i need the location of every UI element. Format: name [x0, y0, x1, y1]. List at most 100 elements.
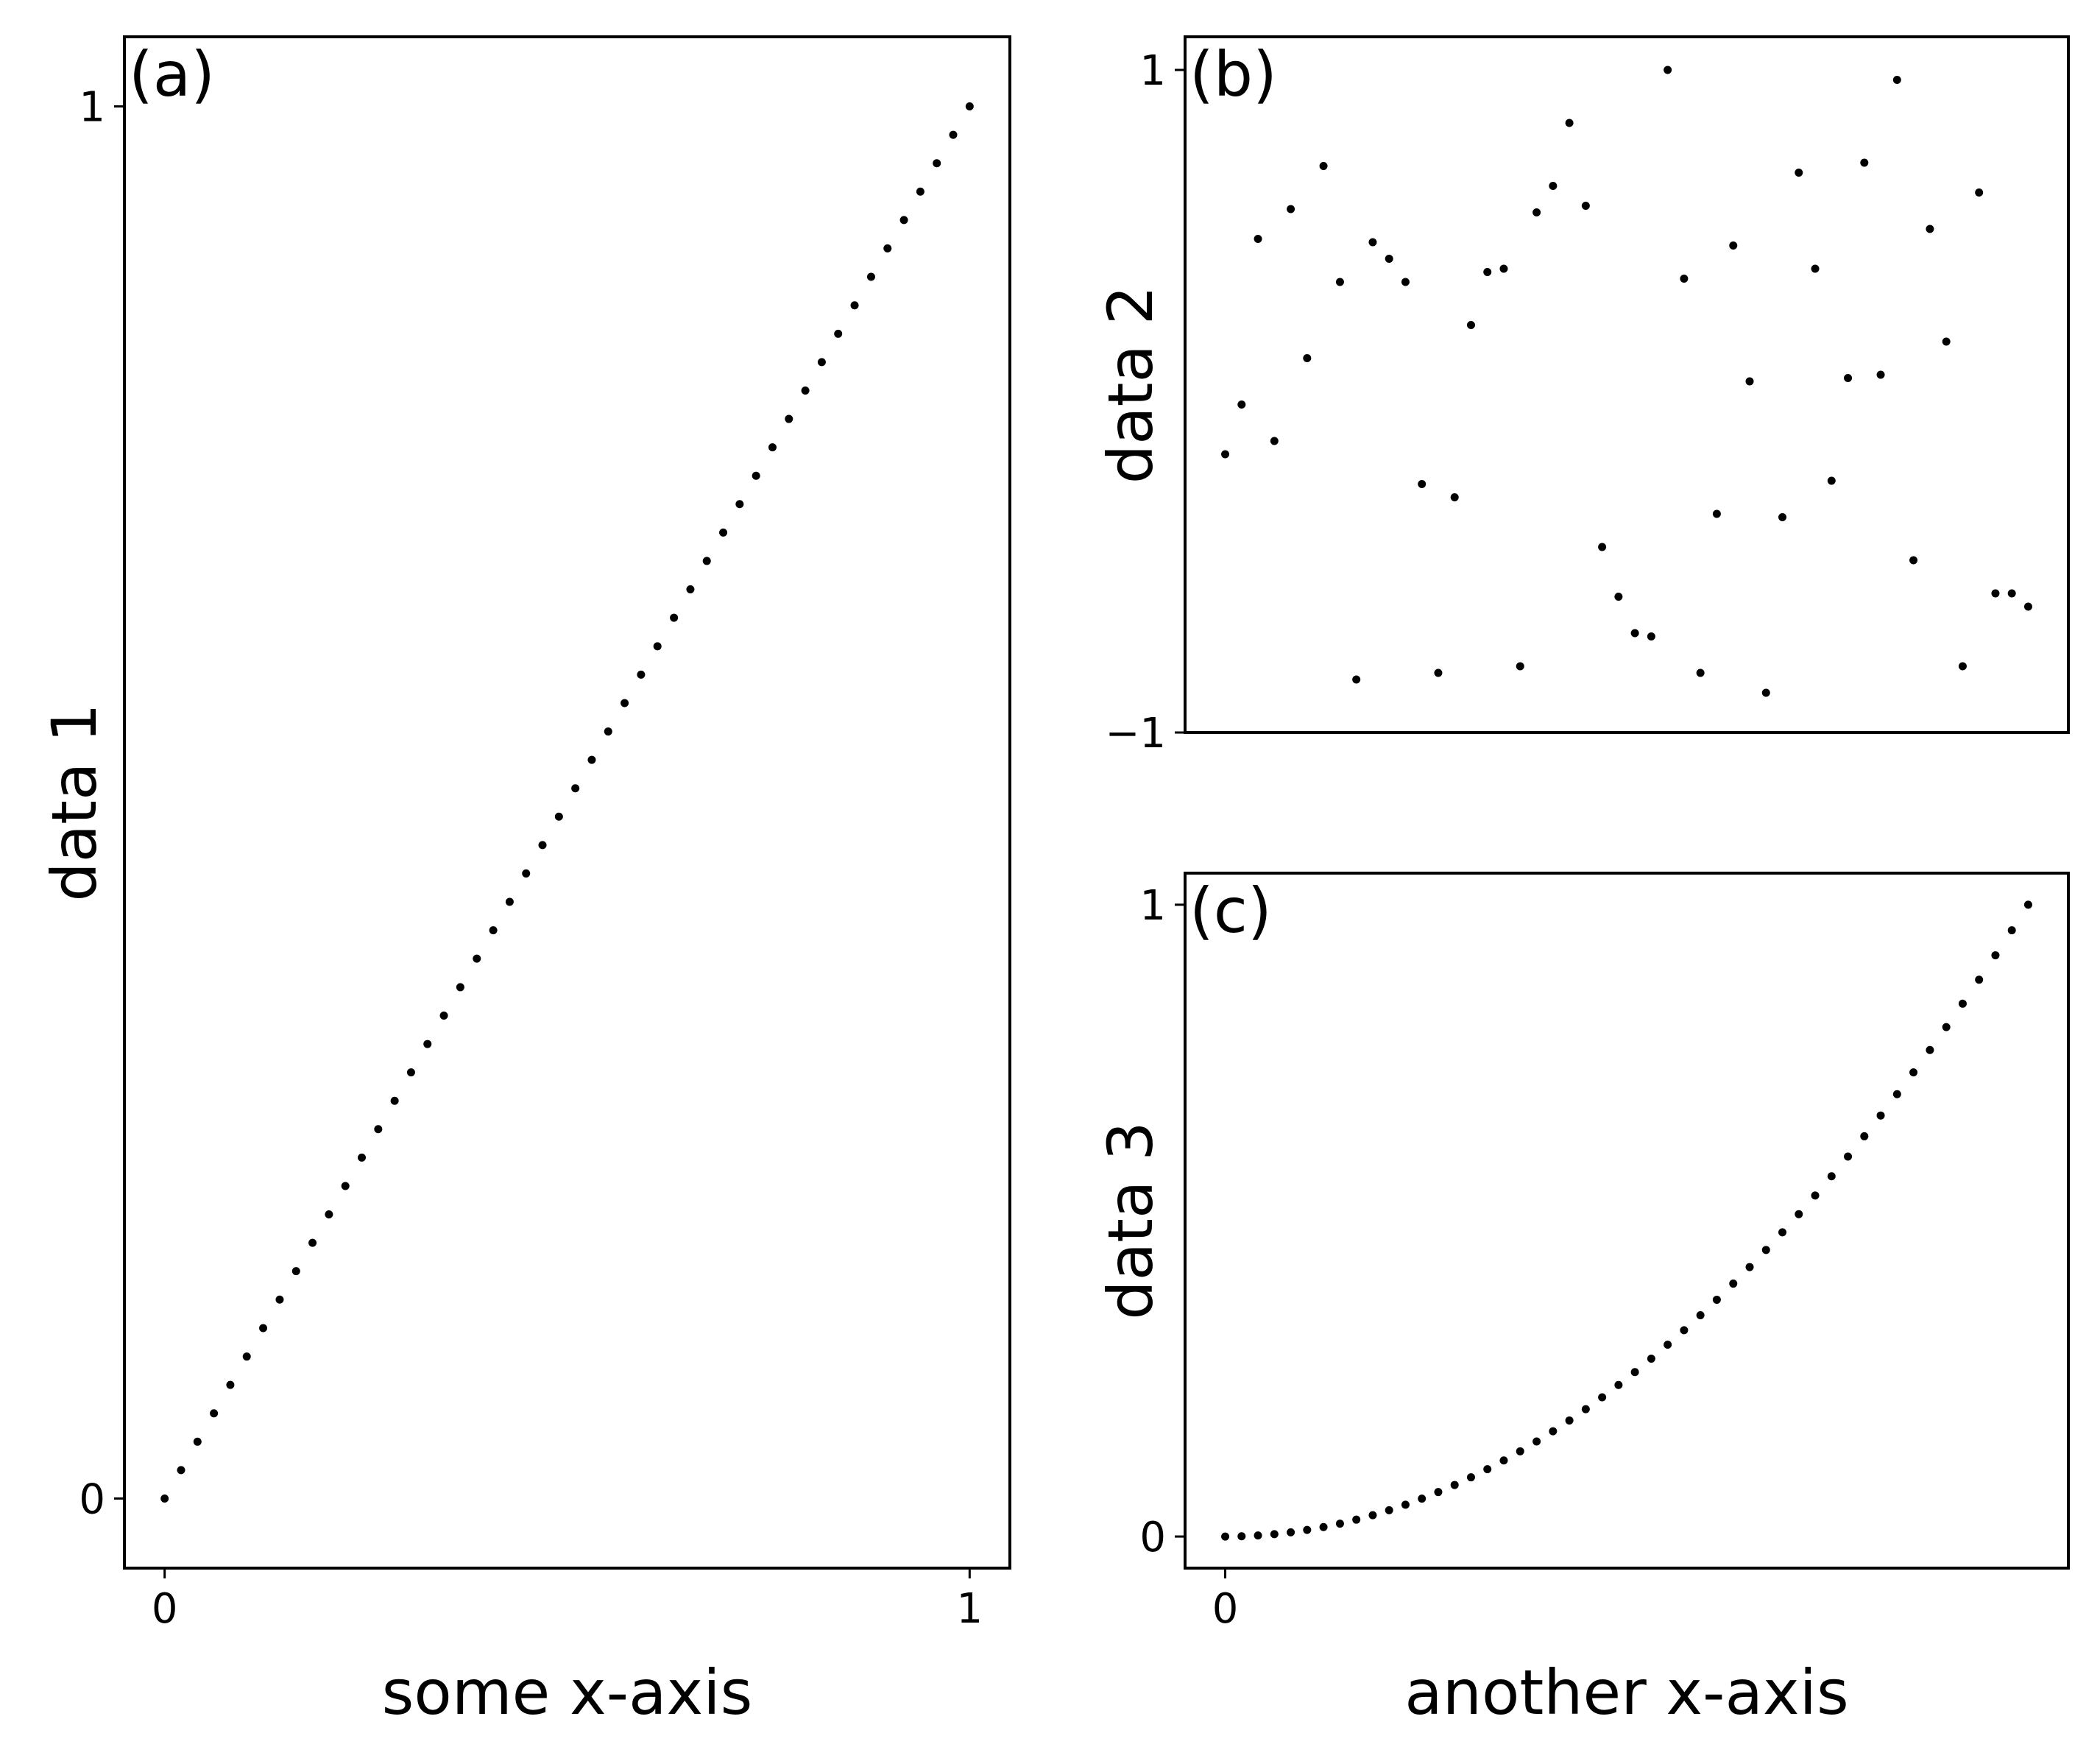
data-point-a [243, 1352, 251, 1361]
data-point-c [1287, 1528, 1295, 1536]
data-point-b [1499, 265, 1507, 273]
data-point-a [785, 415, 793, 423]
ylabel-b: data 2 [1095, 286, 1167, 484]
data-point-c [1254, 1531, 1262, 1539]
data-point-a [686, 585, 694, 593]
data-point-c [1697, 1311, 1705, 1319]
panel-b: −1 1 (b) data 2 [1095, 37, 2068, 758]
data-point-a [916, 188, 925, 196]
data-point-a [587, 756, 595, 764]
data-point-a [966, 102, 974, 110]
data-point-c [1549, 1427, 1557, 1436]
data-point-c [1746, 1263, 1754, 1271]
data-point-a [489, 926, 498, 934]
axes-frame-a [124, 37, 1010, 1568]
ylabel-a: data 1 [38, 703, 110, 901]
data-point-a [950, 131, 958, 139]
data-point-b [1385, 255, 1393, 263]
panel-label-c: (c) [1189, 875, 1272, 947]
data-point-a [768, 443, 777, 451]
data-point-a [834, 330, 842, 338]
data-point-c [1566, 1416, 1574, 1425]
data-point-b [1926, 225, 1934, 233]
data-point-b [1631, 629, 1639, 638]
data-point-b [1697, 669, 1705, 677]
data-point-c [1680, 1326, 1688, 1334]
data-point-c [1385, 1506, 1393, 1514]
data-point-a [325, 1210, 333, 1218]
data-point-b [1467, 321, 1475, 329]
data-point-a [423, 1040, 431, 1048]
data-point-a [654, 642, 662, 650]
data-point-b [1828, 477, 1836, 485]
data-point-a [604, 727, 612, 735]
data-point-b [1614, 593, 1622, 601]
data-point-b [1401, 278, 1410, 286]
ytick-label-b: −1 [1105, 710, 1166, 758]
data-point-b [1811, 265, 1820, 273]
data-point-b [1582, 202, 1590, 210]
data-point-b [1795, 169, 1803, 177]
data-point-a [342, 1182, 350, 1190]
panel-label-a: (a) [129, 38, 215, 110]
data-point-c [1729, 1280, 1737, 1288]
data-point-a [358, 1154, 366, 1162]
data-point-b [1713, 510, 1721, 518]
data-point-a [275, 1296, 283, 1304]
data-point-c [1582, 1405, 1590, 1414]
data-point-b [1418, 480, 1426, 488]
data-point-c [1844, 1152, 1852, 1160]
data-point-c [1270, 1530, 1279, 1538]
data-point-a [506, 898, 514, 906]
data-point-c [1418, 1494, 1426, 1503]
data-point-c [1713, 1296, 1721, 1304]
data-point-c [1467, 1473, 1475, 1481]
data-point-b [2008, 590, 2016, 598]
data-point-a [752, 472, 760, 480]
data-point-c [1614, 1381, 1622, 1389]
data-point-c [1320, 1523, 1328, 1531]
data-point-a [555, 813, 563, 821]
xlabel-c: another x-axis [1404, 1656, 1849, 1729]
data-point-a [818, 358, 826, 366]
data-point-c [1811, 1191, 1820, 1199]
data-point-a [719, 529, 727, 537]
data-point-b [1287, 205, 1295, 213]
panel-a: 0 1 0 1 (a) data 1 some x-axis [38, 37, 1010, 1729]
data-point-c [1532, 1438, 1541, 1446]
data-point-a [210, 1409, 218, 1417]
xtick-label-a: 1 [956, 1585, 983, 1633]
data-point-c [1221, 1533, 1229, 1541]
data-point-c [1336, 1520, 1344, 1528]
data-point-b [1975, 188, 1983, 197]
data-point-b [1959, 663, 1967, 671]
ytick-label-b: 1 [1139, 47, 1166, 95]
data-point-b [1237, 400, 1245, 409]
data-point-b [1664, 66, 1672, 74]
data-point-b [1451, 493, 1459, 501]
data-point-c [1762, 1246, 1770, 1254]
data-point-c [1860, 1132, 1868, 1140]
data-point-a [391, 1097, 399, 1105]
data-point-c [1434, 1488, 1442, 1496]
data-point-c [1975, 975, 1983, 984]
xlabel-a: some x-axis [382, 1656, 753, 1729]
data-point-c [1991, 951, 1999, 959]
data-point-c [2008, 926, 2016, 934]
data-point-b [1746, 378, 1754, 386]
data-point-b [1893, 76, 1901, 84]
data-point-b [2024, 603, 2032, 611]
data-point-a [802, 387, 810, 395]
panel-label-b: (b) [1189, 38, 1277, 110]
data-point-c [1631, 1368, 1639, 1376]
data-point-c [1647, 1355, 1655, 1363]
data-point-a [735, 500, 743, 508]
data-point-c [1483, 1465, 1491, 1473]
xtick-label-a: 0 [152, 1585, 178, 1633]
data-point-a [374, 1125, 382, 1133]
data-point-b [1680, 275, 1688, 283]
data-point-c [1303, 1526, 1311, 1534]
data-point-a [407, 1068, 415, 1076]
data-point-c [1664, 1341, 1672, 1349]
